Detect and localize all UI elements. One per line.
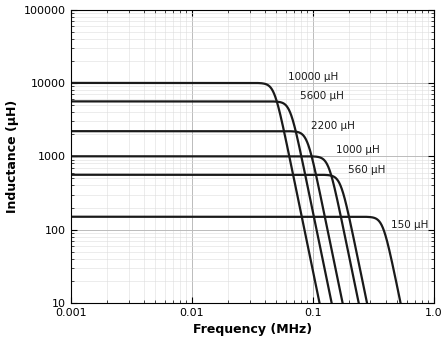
Text: 10000 μH: 10000 μH: [289, 72, 339, 82]
Y-axis label: Inductance (μH): Inductance (μH): [5, 100, 18, 213]
Text: 150 μH: 150 μH: [391, 220, 428, 230]
Text: 2200 μH: 2200 μH: [310, 121, 354, 131]
X-axis label: Frequency (MHz): Frequency (MHz): [193, 324, 312, 337]
Text: 560 μH: 560 μH: [348, 165, 385, 174]
Text: 1000 μH: 1000 μH: [336, 145, 379, 156]
Text: 5600 μH: 5600 μH: [300, 91, 344, 101]
